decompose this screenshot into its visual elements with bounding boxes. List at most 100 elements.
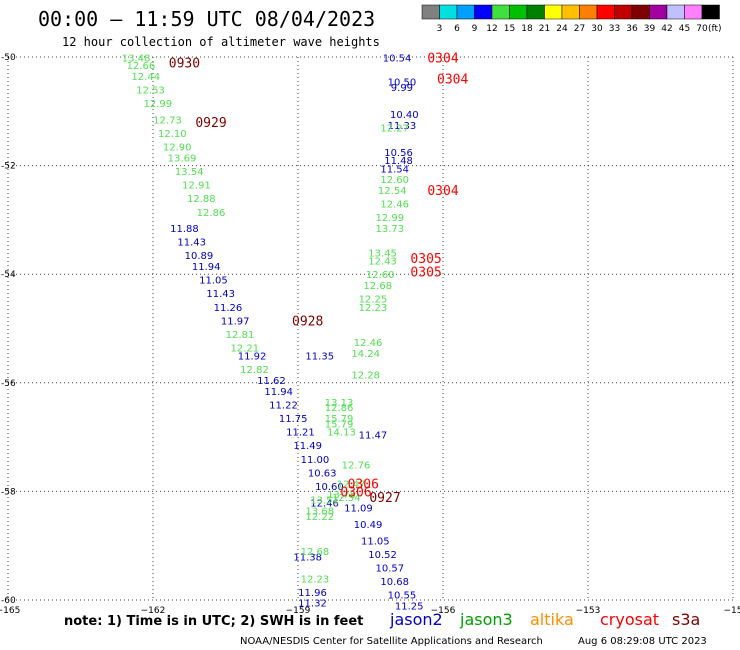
x-tick-label: −162 — [141, 606, 166, 616]
colorbar-swatch — [456, 4, 475, 20]
time-label: 0929 — [195, 116, 226, 131]
swh-point-jason3: 15.79 — [325, 414, 354, 425]
swh-point-jason2: 11.33 — [388, 121, 417, 132]
legend-jason2: jason2 — [389, 610, 443, 629]
swh-point-jason2: 11.88 — [170, 224, 199, 235]
swh-point-jason3: 12.44 — [131, 72, 160, 83]
chart-title: 00:00 – 11:59 UTC 08/04/2023 — [38, 7, 375, 31]
swh-point-jason3: 12.81 — [226, 330, 255, 341]
swh-point-jason2: 11.49 — [293, 441, 322, 452]
swh-point-jason3: 12.76 — [342, 460, 371, 471]
colorbar-swatch — [684, 4, 703, 20]
swh-point-jason2: 11.96 — [298, 588, 327, 599]
colorbar-swatch — [474, 4, 493, 20]
swh-point-jason3: 12.27 — [380, 124, 409, 135]
swh-point-jason3: 12.66 — [127, 61, 156, 72]
legend-cryosat: cryosat — [600, 610, 659, 629]
swh-point-jason3: 12.86 — [197, 208, 226, 219]
credit-text: NOAA/NESDIS Center for Satellite Applica… — [240, 636, 543, 647]
colorbar-tick-label: 36 — [626, 24, 638, 34]
swh-point-jason3: 12.23 — [301, 574, 330, 585]
swh-point-jason2: 11.92 — [238, 352, 267, 363]
colorbar-swatch — [526, 4, 545, 20]
swh-point-jason2: 11.43 — [206, 289, 235, 300]
time-label: 0304 — [427, 52, 458, 67]
colorbar-tick-label: 6 — [454, 24, 460, 34]
colorbar-tick-label: 3 — [437, 24, 443, 34]
colorbar-swatch — [509, 4, 528, 20]
swh-point-jason3: 12.54 — [332, 493, 361, 504]
plot-grid — [7, 56, 734, 601]
legend-s3a: s3a — [672, 610, 700, 629]
swh-point-jason3: 12.21 — [231, 344, 260, 355]
swh-point-jason2: 10.40 — [390, 110, 419, 121]
swh-point-jason2: 11.75 — [279, 414, 308, 425]
x-tick-label: −156 — [431, 606, 456, 616]
swh-point-jason3: 12.28 — [351, 371, 380, 382]
swh-point-jason3: 12.99 — [376, 213, 405, 224]
swh-point-jason3: 12.91 — [182, 181, 211, 192]
colorbar-tick-label: 70 — [696, 24, 708, 34]
swh-point-jason3: 13.68 — [305, 506, 334, 517]
legend-altika: altika — [530, 610, 574, 629]
time-label: 0304 — [427, 184, 458, 199]
swh-point-jason3: 12.73 — [153, 115, 182, 126]
swh-point-jason2: 10.63 — [308, 468, 337, 479]
swh-point-jason3: 14.24 — [351, 349, 380, 360]
legend-jason3: jason3 — [459, 610, 513, 629]
swh-point-jason2: 10.54 — [383, 54, 412, 65]
swh-point-jason2: 11.94 — [192, 262, 221, 273]
swh-point-jason3: 12.88 — [187, 194, 216, 205]
colorbar-tick-label: 27 — [574, 24, 585, 34]
time-label: 0305 — [410, 252, 441, 267]
swh-point-jason3: 13.48 — [122, 54, 151, 65]
colorbar-tick-label: 42 — [661, 24, 672, 34]
swh-point-jason2: 10.49 — [354, 520, 383, 531]
swh-point-jason2: 10.60 — [315, 482, 344, 493]
colorbar-swatch — [614, 4, 633, 20]
swh-point-jason3: 13.54 — [175, 167, 204, 178]
colorbar-swatch — [439, 4, 458, 20]
colorbar-tick-label: 12 — [486, 24, 497, 34]
swh-point-jason2: 11.97 — [221, 316, 250, 327]
swh-point-jason2: 11.35 — [305, 352, 334, 363]
x-tick-label: −15 — [724, 606, 740, 616]
swh-point-jason3: 12.53 — [136, 86, 165, 97]
colorbar-tick-label: 9 — [472, 24, 478, 34]
time-label: 0927 — [369, 491, 400, 506]
x-tick-label: −165 — [0, 606, 20, 616]
colorbar-tick-label: 30 — [591, 24, 603, 34]
colorbar-swatch — [579, 4, 598, 20]
swh-point-jason2: 11.38 — [293, 553, 322, 564]
swh-point-jason3: 12.82 — [240, 365, 269, 376]
time-label: 0928 — [292, 314, 323, 329]
time-label: 0306 — [348, 477, 379, 492]
swh-point-jason3: 12.86 — [325, 403, 354, 414]
swh-point-jason2: 11.32 — [298, 599, 327, 610]
colorbar-tick-label: 45 — [679, 24, 690, 34]
swh-point-jason3: 12.46 — [380, 200, 409, 211]
swh-point-jason3: 14.13 — [327, 428, 356, 439]
colorbar-swatch — [561, 4, 580, 20]
swh-point-jason2: 11.47 — [359, 430, 388, 441]
colorbar-unit: (ft) — [708, 24, 722, 34]
swh-point-jason2: 11.09 — [344, 504, 373, 515]
swh-point-jason2: 10.56 — [384, 148, 413, 159]
colorbar-swatch — [596, 4, 615, 20]
y-tick-label: -58 — [1, 487, 16, 497]
x-tick-label: −159 — [286, 606, 311, 616]
swh-point-jason2: 12.46 — [310, 498, 339, 509]
time-label: 0305 — [410, 265, 441, 280]
time-label: 0304 — [437, 73, 468, 88]
swh-point-jason2: 11.05 — [361, 536, 390, 547]
swh-point-jason3: 12.60 — [380, 175, 409, 186]
legend: jason2 jason3 altika cryosat s3a — [389, 610, 700, 629]
swh-point-jason3: 12.23 — [359, 303, 388, 314]
colorbar-swatch — [701, 4, 720, 20]
y-tick-label: -60 — [1, 596, 16, 606]
swh-point-jason3: 12.90 — [163, 143, 192, 154]
swh-point-jason2: 11.21 — [286, 428, 315, 439]
swh-point-jason3: 12.68 — [363, 281, 392, 292]
